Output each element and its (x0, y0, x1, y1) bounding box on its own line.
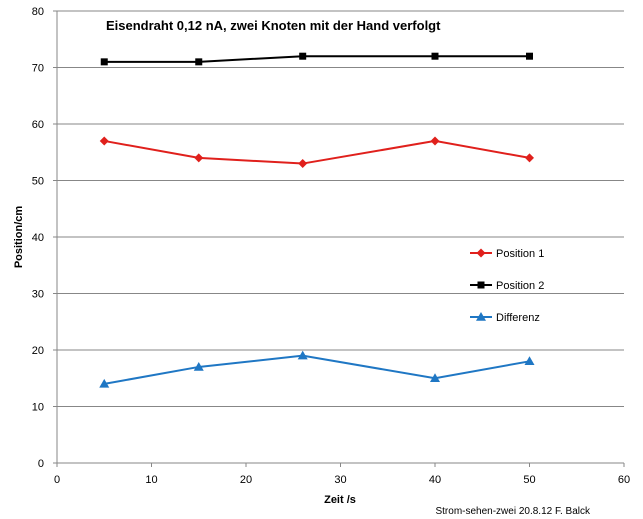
y-tick-label: 0 (38, 458, 44, 470)
legend-marker-position-2 (477, 281, 485, 289)
y-tick-label: 60 (32, 119, 44, 131)
data-point-position-1 (525, 153, 534, 163)
data-point-differenz (524, 356, 535, 366)
legend-marker-position-1 (476, 248, 486, 258)
y-tick-label: 70 (32, 63, 44, 75)
chart-title: Eisendraht 0,12 nA, zwei Knoten mit der … (106, 18, 441, 33)
y-tick-label: 50 (32, 176, 44, 188)
x-tick-label: 40 (429, 474, 441, 486)
data-point-differenz (430, 373, 440, 382)
x-tick-label: 50 (523, 474, 535, 486)
legend-label-position-2: Position 2 (496, 280, 544, 292)
y-tick-label: 40 (32, 232, 44, 244)
legend-label-differenz: Differenz (496, 312, 540, 324)
y-tick-label: 30 (32, 289, 44, 301)
series-line-position-2 (104, 55, 530, 63)
data-point-position-2 (431, 52, 439, 60)
grid-lines (57, 10, 624, 407)
data-point-position-1 (430, 136, 440, 146)
legend-marker-differenz (476, 312, 486, 321)
data-point-position-2 (526, 52, 533, 60)
axes (53, 10, 625, 467)
y-axis-title: Position/cm (13, 206, 25, 269)
x-tick-label: 10 (145, 474, 157, 486)
tick-labels: 0 10 20 30 40 50 60 70 80 0 10 20 30 40 50 60 (32, 6, 630, 486)
data-point-differenz (193, 361, 204, 371)
x-tick-label: 30 (334, 474, 346, 486)
data-point-differenz (99, 378, 110, 388)
data-point-differenz (297, 350, 308, 360)
y-tick-label: 80 (32, 6, 44, 18)
data-point-position-1 (99, 136, 109, 146)
series-group (99, 52, 535, 388)
footer-note: Strom-sehen-zwei 20.8.12 F. Balck (435, 506, 591, 517)
x-tick-label: 60 (618, 474, 630, 486)
y-tick-label: 10 (32, 402, 44, 414)
data-point-position-2 (195, 58, 203, 66)
y-tick-label: 20 (32, 345, 44, 357)
legend: Position 1 Position 2 Differenz (470, 248, 544, 324)
series-line-differenz (104, 354, 530, 385)
series-line-position-1 (104, 139, 530, 165)
x-tick-label: 20 (240, 474, 252, 486)
data-point-position-2 (100, 58, 108, 66)
legend-label-position-1: Position 1 (496, 248, 544, 260)
data-point-position-1 (298, 159, 308, 169)
data-point-position-2 (299, 52, 307, 60)
x-tick-label: 0 (54, 474, 60, 486)
x-axis-title: Zeit /s (324, 494, 356, 506)
data-point-position-1 (194, 153, 204, 163)
